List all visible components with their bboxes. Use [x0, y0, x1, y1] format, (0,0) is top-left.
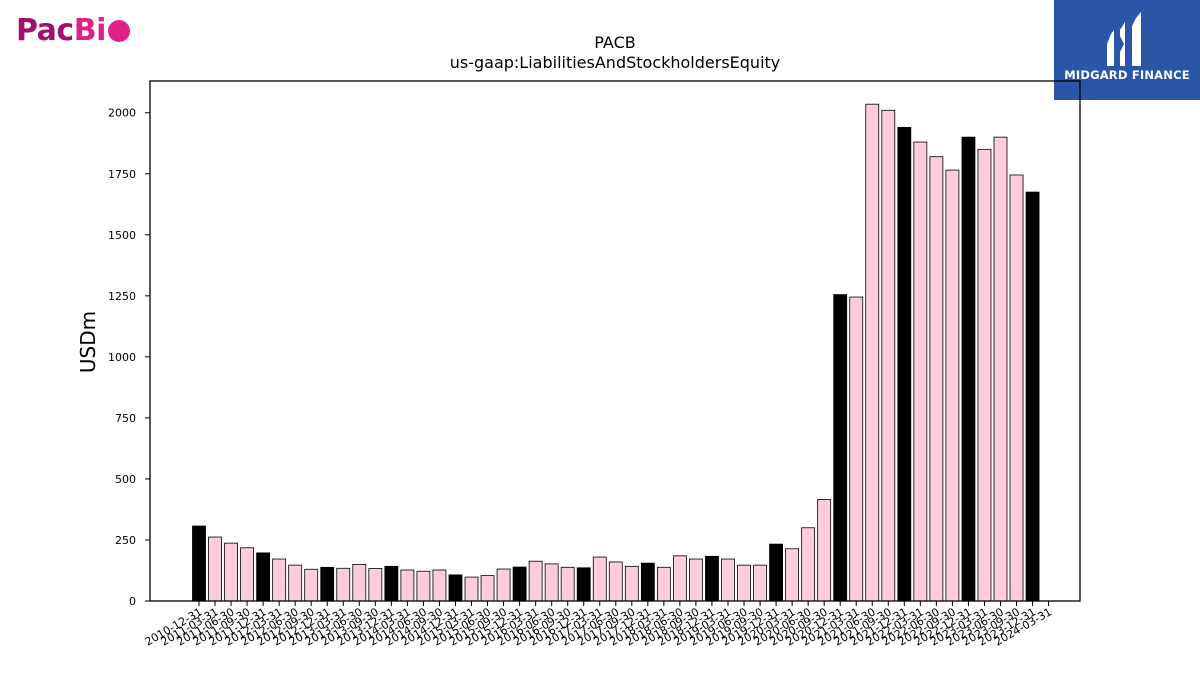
bar-2011-03-31 [208, 536, 222, 602]
bar-2023-09-30 [1009, 174, 1024, 602]
bar-2014-12-31 [448, 574, 463, 602]
bar-2013-09-30 [368, 568, 383, 602]
y-tick-label: 1750 [108, 168, 136, 181]
bar-2018-06-30 [673, 555, 687, 602]
bar-2010-12-31 [192, 525, 206, 602]
bar-2021-06-30 [865, 103, 880, 602]
bar-2019-03-31 [721, 558, 735, 602]
bar-2023-12-31 [1025, 191, 1040, 602]
bar-2012-09-30 [304, 568, 319, 602]
bar-2014-06-30 [416, 570, 431, 602]
logo-text-pac: Pac [16, 12, 74, 48]
bar-2019-06-30 [737, 564, 751, 602]
midgard-m-icon [1107, 12, 1141, 66]
bar-2011-09-30 [240, 547, 254, 602]
bar-2012-12-31 [320, 566, 335, 602]
y-tick-label: 2000 [108, 107, 136, 120]
bar-2013-12-31 [384, 565, 399, 602]
bar-2011-06-30 [224, 542, 238, 602]
pacbio-logo: Pac Bi [16, 10, 130, 50]
bar-2021-09-30 [881, 109, 896, 602]
bar-2014-09-30 [432, 569, 447, 602]
bar-2012-03-31 [272, 558, 287, 602]
bar-2018-12-31 [705, 555, 719, 602]
bar-2017-09-30 [624, 565, 639, 602]
y-tick-label: 250 [115, 534, 136, 547]
bar-2015-03-31 [464, 576, 479, 602]
midgard-finance-logo: MIDGARD FINANCE [1054, 0, 1200, 100]
bar-2018-09-30 [689, 558, 703, 602]
bar-2020-03-31 [785, 548, 800, 602]
bar-2023-06-30 [993, 136, 1008, 602]
chart-subtitle: us-gaap:LiabilitiesAndStockholdersEquity [450, 53, 781, 72]
y-tick-label: 1250 [108, 290, 136, 303]
bar-2016-09-30 [560, 566, 575, 602]
bar-2020-09-30 [817, 499, 832, 602]
bar-2016-06-30 [544, 563, 559, 602]
bar-2021-03-31 [849, 296, 864, 602]
bar-2017-12-31 [640, 562, 655, 602]
bar-2013-06-30 [352, 563, 367, 602]
bar-2019-09-30 [753, 564, 767, 602]
bar-2013-03-31 [336, 567, 351, 602]
bar-2021-12-31 [897, 126, 912, 602]
midgard-logo-text: MIDGARD FINANCE [1064, 68, 1190, 82]
bar-2022-09-30 [945, 169, 960, 602]
bar-2020-12-31 [833, 294, 848, 602]
bar-2014-03-31 [400, 569, 415, 602]
bar-2020-06-30 [801, 527, 816, 602]
x-axis: 2010-12-312011-03-312011-06-302011-09-30… [143, 601, 1054, 649]
bar-2019-12-31 [769, 543, 783, 602]
chart-title: PACB [594, 33, 635, 52]
y-tick-label: 1000 [108, 351, 136, 364]
circle-o-icon [107, 20, 130, 42]
y-tick-label: 1500 [108, 229, 136, 242]
bar-2018-03-31 [656, 566, 671, 602]
logo-text-bi: Bi [73, 12, 107, 48]
y-tick-label: 750 [115, 412, 136, 425]
y-tick-label: 500 [115, 473, 136, 486]
y-axis: 0 250 500 750 1000 1250 1500 1750 2000 [108, 107, 150, 608]
bar-2022-06-30 [929, 156, 944, 602]
plot-frame [149, 80, 1081, 602]
bar-2015-12-31 [512, 566, 527, 602]
bar-2016-03-31 [528, 560, 543, 602]
bar-2022-12-31 [961, 136, 976, 602]
bar-2022-03-31 [913, 141, 928, 602]
y-axis-label: USDm [76, 311, 100, 373]
bar-2011-12-31 [256, 552, 271, 602]
bar-2012-06-30 [288, 564, 303, 602]
bar-2015-06-30 [480, 575, 495, 602]
bar-2016-12-31 [576, 567, 591, 602]
bar-series [192, 103, 1040, 602]
bar-2017-06-30 [608, 561, 623, 602]
bar-2023-03-31 [977, 148, 992, 602]
y-tick-label: 0 [129, 595, 136, 608]
bar-2015-09-30 [496, 568, 511, 602]
bar-2017-03-31 [592, 556, 607, 602]
